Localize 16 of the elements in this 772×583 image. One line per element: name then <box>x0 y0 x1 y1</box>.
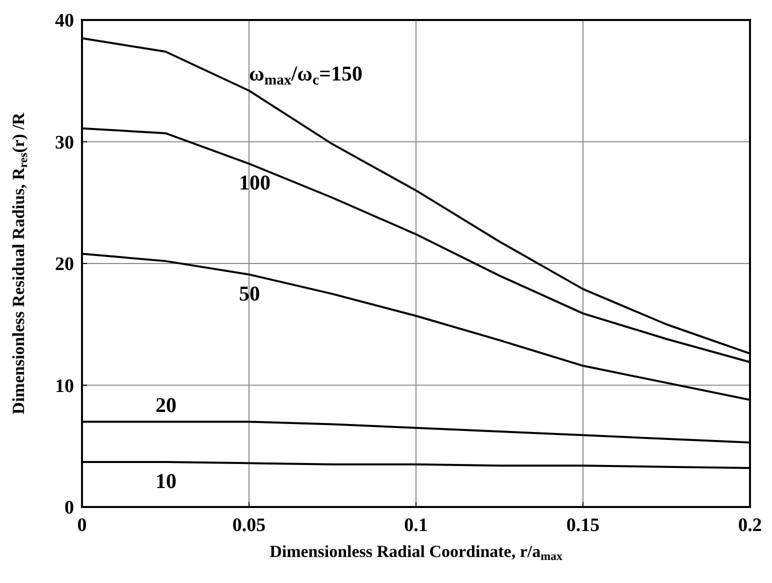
x-tick-label: 0.1 <box>404 515 428 536</box>
x-tick-label: 0.15 <box>566 515 600 536</box>
series-label: 100 <box>239 170 270 195</box>
y-tick-label: 40 <box>55 10 74 32</box>
y-tick-label: 10 <box>55 376 74 397</box>
series-label: ω$_{max}$/ω$_{c}$=150 <box>249 62 362 88</box>
x-tick-label: 0.2 <box>738 515 762 536</box>
x-axis-title: Dimensionless Radial Coordinate, r/a$_{max}$ <box>270 542 562 563</box>
x-tick-label: 0.05 <box>232 515 266 536</box>
y-tick-label: 30 <box>55 132 74 154</box>
series-label: 20 <box>156 392 176 417</box>
x-tick-label: 0 <box>77 515 87 536</box>
y-tick-label: 20 <box>55 254 74 276</box>
series-label: 50 <box>239 281 260 306</box>
series-label: 10 <box>156 468 176 493</box>
y-tick-label: 0 <box>64 498 74 519</box>
